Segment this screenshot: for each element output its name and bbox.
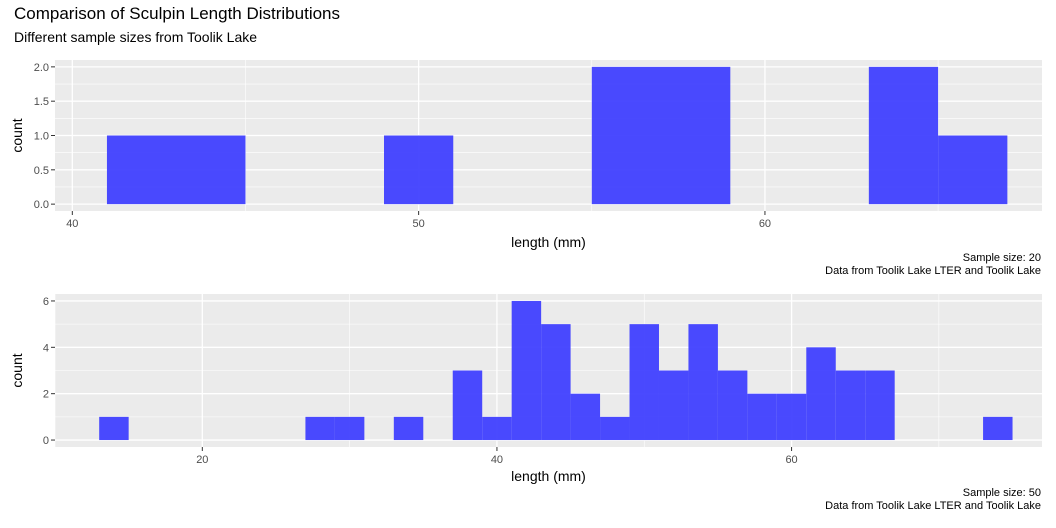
caption-bottom-sample-size: Sample size: 50 <box>962 487 1041 499</box>
y-tick-label: 1.0 <box>34 131 49 143</box>
y-axis-label: count <box>9 118 25 152</box>
histogram-bar <box>452 370 483 441</box>
x-axis-label: length (mm) <box>511 468 586 484</box>
caption-bottom-source: Data from Toolik Lake LTER and Toolik La… <box>825 500 1041 512</box>
histogram-bar <box>384 135 454 205</box>
x-tick-label: 40 <box>491 454 503 466</box>
histogram-bar <box>511 300 542 441</box>
x-tick-label: 20 <box>196 454 208 466</box>
histogram-bar <box>688 324 718 441</box>
y-tick-label: 6 <box>43 296 49 308</box>
chart-title: Comparison of Sculpin Length Distributio… <box>14 4 341 23</box>
histogram-bar <box>305 416 335 441</box>
y-tick-label: 0.0 <box>34 199 49 211</box>
histogram-bar <box>334 416 365 441</box>
histogram-bar <box>776 393 807 441</box>
y-tick-label: 2 <box>43 389 49 401</box>
x-tick-label: 60 <box>785 454 797 466</box>
histogram-bar <box>600 416 630 441</box>
x-axis-label: length (mm) <box>511 234 586 250</box>
histogram-bar <box>806 347 836 441</box>
histogram-bar <box>629 324 659 441</box>
caption-top: Sample size: 20 Data from Toolik Lake LT… <box>825 252 1041 278</box>
y-tick-label: 0 <box>43 435 49 447</box>
histogram-bar <box>747 393 777 441</box>
y-tick-label: 0.5 <box>34 165 49 177</box>
histogram-bar <box>541 324 571 441</box>
histogram-bar <box>106 135 246 205</box>
histogram-bar <box>99 416 129 441</box>
histogram-bar <box>658 370 689 441</box>
histogram-bar <box>938 135 1008 205</box>
x-tick-label: 50 <box>413 218 425 230</box>
caption-top-source: Data from Toolik Lake LTER and Toolik La… <box>825 265 1041 277</box>
chart-subtitle: Different sample sizes from Toolik Lake <box>14 29 258 45</box>
y-tick-label: 1.5 <box>34 96 49 108</box>
caption-top-sample-size: Sample size: 20 <box>962 252 1041 264</box>
histogram-bar <box>868 66 939 205</box>
histogram-bar <box>983 416 1013 441</box>
histogram-bar <box>591 66 731 205</box>
histogram-bar <box>717 370 748 441</box>
caption-bottom: Sample size: 50 Data from Toolik Lake LT… <box>825 487 1041 513</box>
histogram-bar <box>865 370 895 441</box>
histogram-bar <box>570 393 601 441</box>
y-axis-label: count <box>9 353 25 387</box>
y-tick-label: 2.0 <box>34 62 49 74</box>
histogram-bar <box>482 416 512 441</box>
histogram-bar <box>393 416 424 441</box>
x-tick-label: 40 <box>66 218 78 230</box>
y-tick-label: 4 <box>43 342 49 354</box>
x-tick-label: 60 <box>759 218 771 230</box>
histogram-bar <box>835 370 866 441</box>
